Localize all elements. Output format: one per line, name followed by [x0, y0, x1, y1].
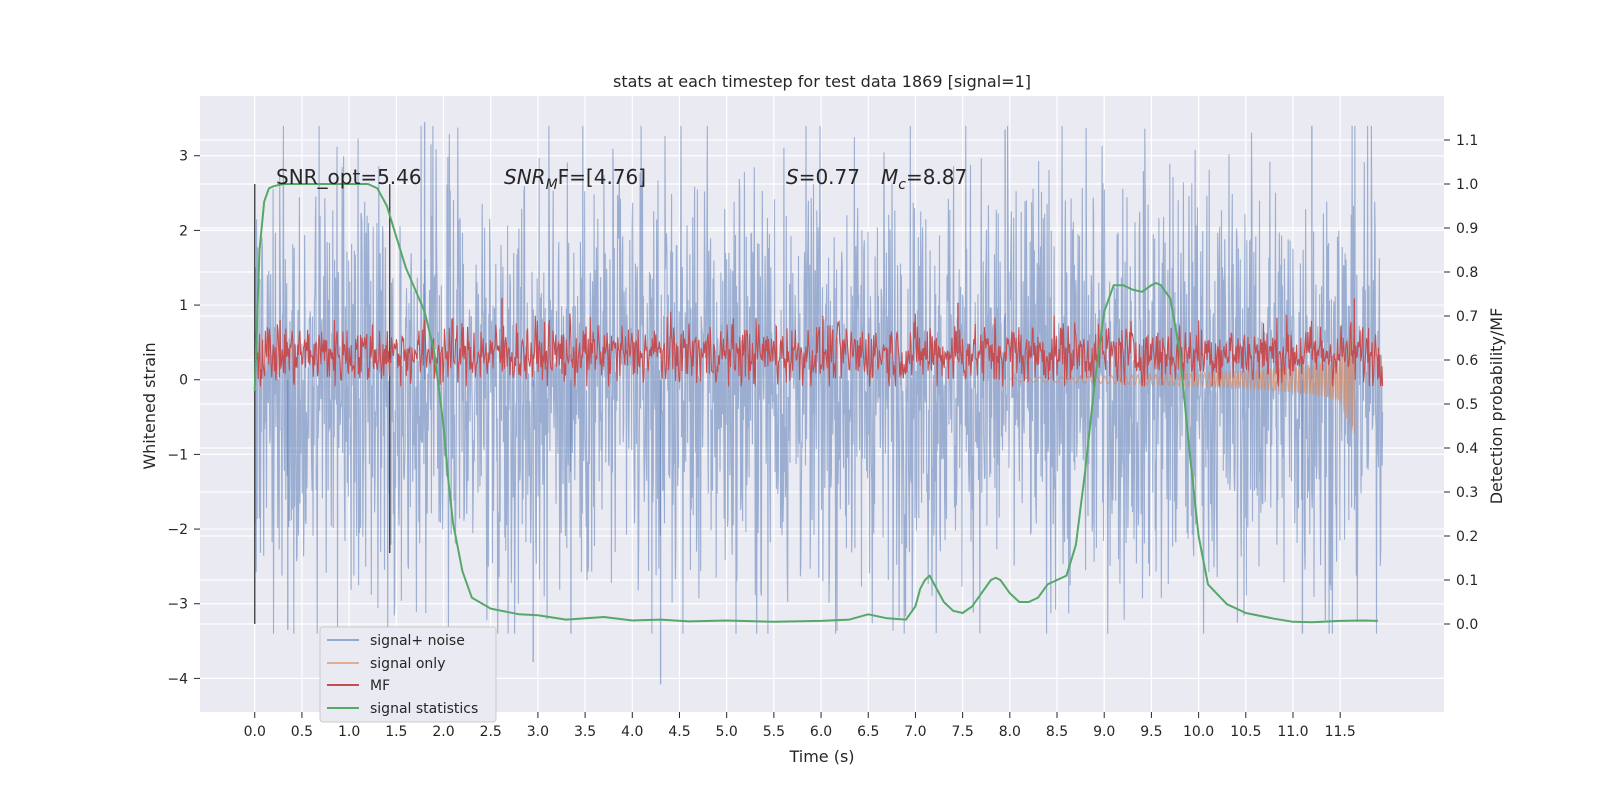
legend-label-signal-noise: signal+ noise [370, 633, 465, 649]
x-tick-label: 5.0 [716, 724, 738, 740]
annotation-s-value: =0.77 [799, 165, 860, 189]
legend-label-signal-statistics: signal statistics [370, 701, 478, 717]
y-left-tick-label: 0 [179, 373, 188, 389]
y-left-tick-label: −3 [167, 597, 188, 613]
y-left-tick-label: −1 [167, 447, 188, 463]
y-right-tick-label: 0.9 [1456, 221, 1478, 237]
y-left-tick-label: 2 [179, 223, 188, 239]
x-tick-label: 11.0 [1277, 724, 1308, 740]
y-right-tick-label: 0.0 [1456, 617, 1478, 633]
annotation-mc-value: =8.87 [906, 165, 967, 189]
y-right-tick-label: 0.5 [1456, 397, 1478, 413]
y-left-tick-label: 1 [179, 298, 188, 314]
x-tick-label: 2.5 [480, 724, 502, 740]
annotation-snr-opt: SNR_opt=5.46 [276, 165, 422, 189]
y-right-tick-label: 0.8 [1456, 265, 1478, 281]
x-tick-label: 3.0 [527, 724, 549, 740]
plot-area [253, 122, 1384, 685]
annotations: SNR_opt=5.46 SNRMF=[4.76] S=0.77 Mc=8.87 [276, 165, 967, 193]
y-left-tick-label: −4 [167, 671, 188, 687]
y-right-tick-label: 0.1 [1456, 573, 1478, 589]
x-tick-label: 9.0 [1093, 724, 1115, 740]
x-tick-label: 8.0 [999, 724, 1021, 740]
x-tick-label: 5.5 [763, 724, 785, 740]
y-left-tick-label: 3 [179, 149, 188, 165]
legend-label-signal-only: signal only [370, 656, 445, 672]
x-tick-label: 3.5 [574, 724, 596, 740]
x-tick-label: 7.0 [904, 724, 926, 740]
y-left-tick-label: −2 [167, 522, 188, 538]
legend-label-mf: MF [370, 678, 390, 694]
y-axis-label-left: Whitened strain [140, 342, 159, 469]
y-right-tick-label: 0.4 [1456, 441, 1478, 457]
ticks: 0.0 0.5 1.0 1.5 2.0 2.5 3.0 3.5 4.0 4.5 5.0 5.5 6.0 6… [167, 133, 1478, 740]
x-tick-label: 1.0 [338, 724, 360, 740]
annotation-s-name: S [786, 165, 799, 189]
x-tick-label: 10.0 [1183, 724, 1214, 740]
x-tick-label: 7.5 [952, 724, 974, 740]
y-right-tick-label: 0.3 [1456, 485, 1478, 501]
annotation-s: S=0.77 [786, 165, 860, 189]
annotation-snr-mf: SNRMF=[4.76] [504, 165, 646, 193]
annotation-snr-mf-rest: F=[4.76] [558, 165, 646, 189]
y-axis-label-right: Detection probability/MF [1487, 308, 1506, 505]
annotation-snr-mf-name: SNR [504, 165, 546, 189]
x-axis-label: Time (s) [788, 747, 854, 766]
x-tick-label: 0.5 [291, 724, 313, 740]
legend-box [319, 626, 497, 723]
legend: signal+ noise signal only MF signal stat… [319, 626, 497, 723]
annotation-mc-name: M [881, 165, 898, 189]
series-signal-noise [254, 125, 1384, 634]
x-tick-label: 9.5 [1140, 724, 1162, 740]
y-right-tick-label: 0.2 [1456, 529, 1478, 545]
x-tick-label: 8.5 [1046, 724, 1068, 740]
y-right-tick-label: 1.0 [1456, 177, 1478, 193]
series-mf [254, 311, 1384, 387]
x-tick-label: 1.5 [385, 724, 407, 740]
x-tick-label: 2.0 [432, 724, 454, 740]
x-tick-label: 6.0 [810, 724, 832, 740]
chart-title: stats at each timestep for test data 186… [613, 72, 1031, 91]
x-tick-label: 0.0 [244, 724, 266, 740]
x-tick-label: 4.0 [621, 724, 643, 740]
x-tick-label: 11.5 [1325, 724, 1356, 740]
x-tick-label: 4.5 [668, 724, 690, 740]
annotation-mc-sub: c [898, 177, 906, 193]
x-tick-label: 6.5 [857, 724, 879, 740]
series-signal-statistics [253, 183, 1378, 624]
annotation-snr-mf-sub: M [546, 177, 558, 193]
annotation-mc: Mc=8.87 [881, 165, 967, 193]
y-right-tick-label: 1.1 [1456, 133, 1478, 149]
y-right-tick-label: 0.7 [1456, 309, 1478, 325]
x-tick-label: 10.5 [1230, 724, 1261, 740]
y-right-tick-label: 0.6 [1456, 353, 1478, 369]
